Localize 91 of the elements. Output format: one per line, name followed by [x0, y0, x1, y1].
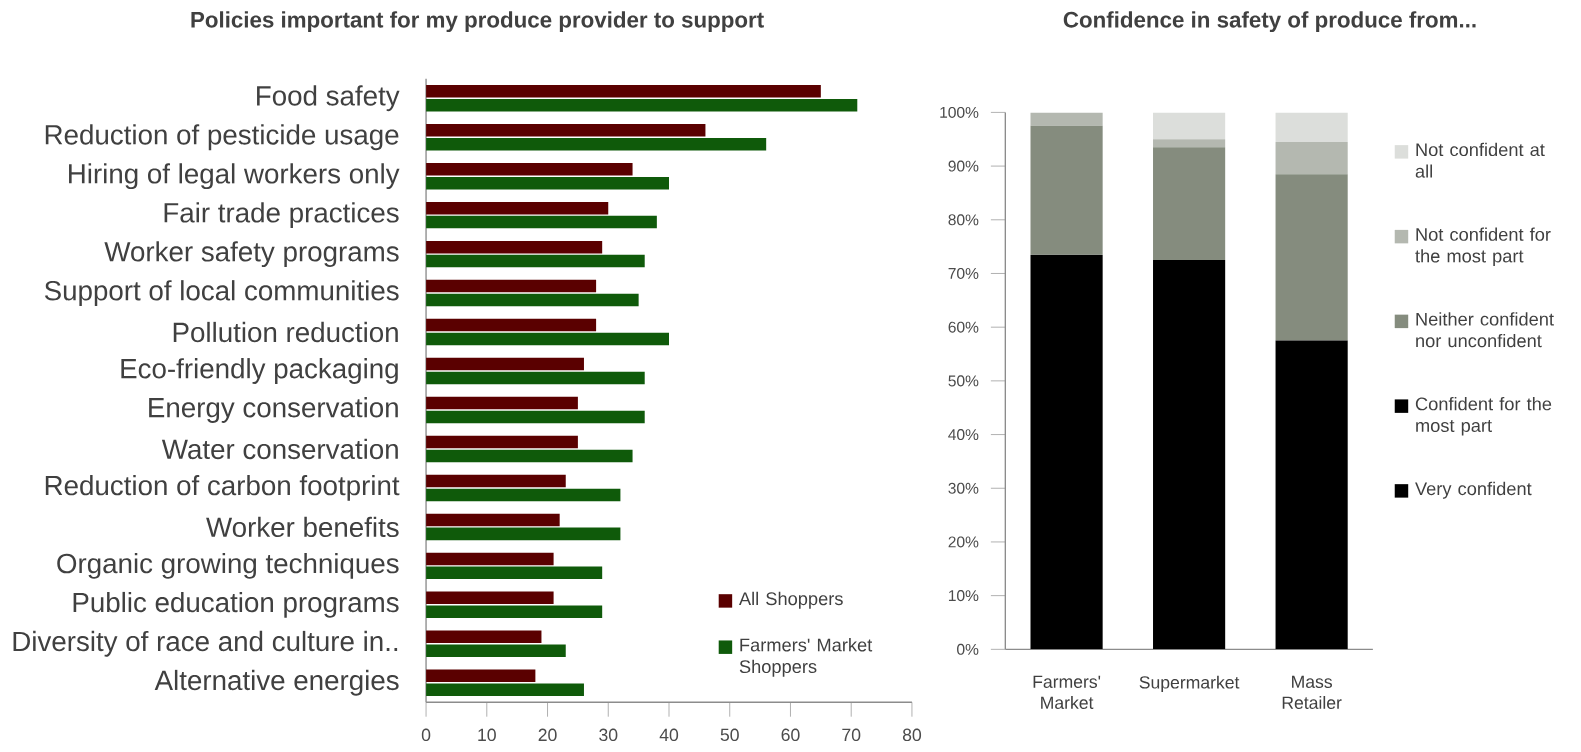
x-tick-label: 60	[781, 728, 800, 741]
y-tick-label: Food safety	[257, 85, 400, 111]
bar	[426, 201, 609, 215]
bar	[426, 552, 554, 565]
bar	[426, 605, 603, 618]
bar	[1275, 173, 1348, 341]
bar	[426, 84, 821, 98]
bar	[426, 683, 584, 696]
legend-label: Not confident for the most part	[1415, 227, 1551, 266]
bar	[426, 591, 554, 604]
bar	[426, 137, 767, 151]
bar	[426, 318, 597, 332]
y-tick-label: Reduction of pesticide usage	[45, 124, 399, 150]
bar	[426, 644, 566, 657]
bar	[426, 488, 621, 501]
x-tick-label: 10	[478, 728, 496, 741]
bar	[426, 396, 578, 410]
legend-label: All Shoppers	[738, 591, 843, 609]
bar	[426, 513, 560, 526]
bar	[426, 254, 645, 268]
legend-label: Confident for the most part	[1415, 396, 1552, 436]
legend-label: Farmers' Market Shoppers	[739, 637, 873, 677]
y-tick-label: Alternative energies	[154, 669, 399, 696]
bar	[426, 332, 669, 346]
legend-label: Neither confident nor unconfident	[1416, 312, 1554, 348]
y-tick-label: Support of local communities	[44, 279, 399, 306]
bar	[426, 357, 584, 371]
chart-title: Policies important for my produce provider to support	[191, 11, 764, 32]
bar	[426, 566, 603, 579]
bar	[1153, 139, 1226, 148]
bar	[426, 669, 536, 682]
bar	[426, 474, 566, 488]
bar	[1153, 112, 1226, 140]
bar	[426, 176, 669, 190]
x-tick-label: 20	[538, 728, 557, 741]
bar	[1030, 112, 1103, 126]
y-tick-label: Diversity of race and culture in..	[13, 630, 398, 657]
y-tick-label: Water conservation	[161, 438, 398, 459]
bar	[426, 630, 542, 643]
bar	[426, 371, 645, 385]
y-tick-label: 80%	[948, 214, 979, 226]
bar	[426, 449, 633, 463]
y-tick-label: Organic growing techniques	[57, 552, 399, 579]
bar	[1030, 125, 1103, 255]
bar	[426, 98, 858, 112]
x-tick-label: Supermarket	[1139, 675, 1240, 692]
y-tick-label: 20%	[948, 536, 979, 548]
bar	[426, 293, 639, 307]
y-tick-label: Pollution reduction	[173, 321, 398, 343]
bar	[426, 279, 597, 293]
bar	[1153, 147, 1226, 260]
bar	[1030, 254, 1103, 650]
x-tick-label: 0	[421, 728, 431, 741]
bar	[426, 215, 657, 229]
y-tick-label: Worker safety programs	[104, 241, 399, 267]
y-tick-label: Hiring of legal workers only	[69, 163, 400, 189]
y-tick-label: 60%	[948, 321, 979, 333]
legend-label: Very confident	[1415, 481, 1532, 499]
x-tick-label: 80	[902, 728, 922, 741]
bar	[1153, 259, 1226, 650]
chart-title: Confidence in safety of produce from...	[1063, 11, 1476, 32]
bar	[1275, 340, 1348, 650]
y-tick-label: 0%	[957, 643, 979, 655]
y-tick-label: Reduction of carbon footprint	[45, 474, 400, 501]
x-tick-label: 40	[659, 728, 679, 741]
y-tick-label: 40%	[948, 428, 979, 440]
x-tick-label: 70	[842, 728, 861, 741]
x-tick-label: Mass Retailer	[1282, 675, 1342, 709]
x-tick-label: 30	[599, 728, 618, 741]
y-tick-label: 10%	[948, 589, 979, 601]
y-tick-label: Energy conservation	[149, 396, 398, 423]
bar	[426, 435, 578, 449]
y-tick-label: Public education programs	[73, 591, 399, 618]
bar	[1275, 141, 1348, 174]
y-tick-label: Fair trade practices	[164, 202, 399, 228]
bar	[426, 123, 706, 137]
x-tick-label: Farmers' Market	[1033, 675, 1101, 709]
y-tick-label: Worker benefits	[206, 516, 399, 537]
bar	[426, 410, 645, 424]
y-tick-label: 90%	[948, 160, 979, 172]
y-tick-label: 70%	[948, 267, 979, 279]
legend-label: Not confident at all	[1415, 142, 1545, 178]
bar	[426, 240, 603, 254]
y-tick-label: 100%	[940, 106, 979, 118]
bar	[426, 162, 633, 176]
y-tick-label: 30%	[948, 482, 979, 494]
bar	[1275, 112, 1348, 142]
y-tick-label: 50%	[948, 375, 979, 387]
y-tick-label: Eco-friendly packaging	[121, 357, 398, 384]
bar	[426, 527, 621, 540]
x-tick-label: 50	[720, 728, 739, 741]
